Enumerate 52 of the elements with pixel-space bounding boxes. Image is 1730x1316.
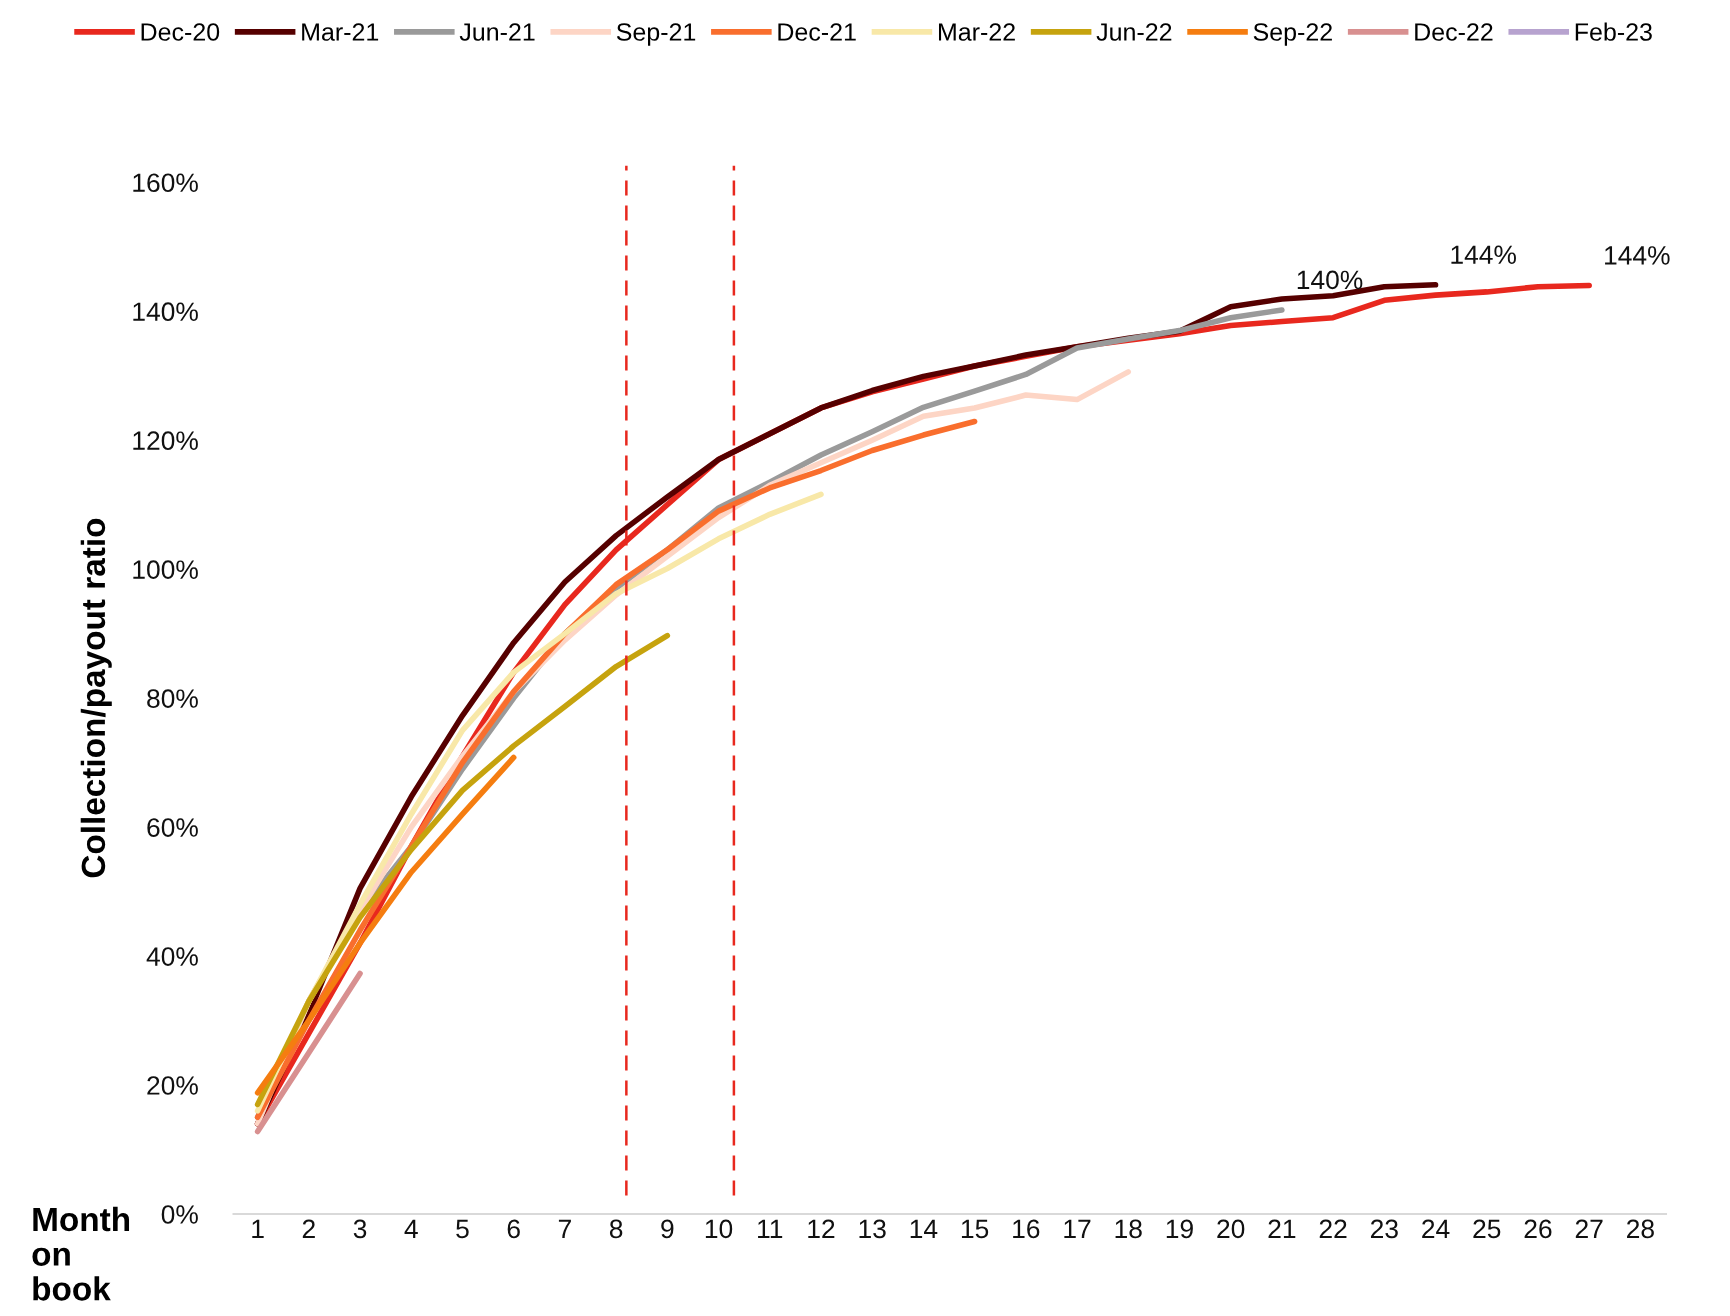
x-tick-label: 14 bbox=[910, 1219, 938, 1238]
x-tick-label: 10 bbox=[705, 1219, 733, 1239]
x-tick-label: 4 bbox=[404, 1219, 418, 1238]
y-tick-label: 80% bbox=[147, 689, 198, 708]
y-tick-label: 120% bbox=[133, 431, 198, 451]
x-tick-label: 9 bbox=[661, 1219, 674, 1239]
y-tick-label: 140% bbox=[133, 302, 198, 322]
x-tick-label: 23 bbox=[1370, 1219, 1398, 1239]
x-tick-label: 6 bbox=[507, 1219, 520, 1239]
annotation: 144% bbox=[1451, 245, 1516, 264]
x-tick-label: 1 bbox=[252, 1219, 264, 1238]
x-tick-label: 18 bbox=[1115, 1219, 1142, 1239]
x-tick-label: 12 bbox=[808, 1219, 835, 1238]
legend-label: Mar-21 bbox=[302, 23, 379, 41]
legend-label: Mar-22 bbox=[938, 23, 1015, 41]
x-tick-label: 15 bbox=[961, 1219, 989, 1239]
y-tick-label: 40% bbox=[146, 947, 198, 966]
x-tick-label: 16 bbox=[1013, 1219, 1040, 1239]
x-tick-label: 2 bbox=[302, 1219, 315, 1238]
x-tick-label: 17 bbox=[1064, 1219, 1091, 1238]
legend-label: Sep-22 bbox=[1253, 23, 1332, 46]
legend-label: Feb-23 bbox=[1575, 22, 1652, 41]
x-axis-title: Month on book bbox=[32, 1206, 130, 1301]
y-tick-label: 0% bbox=[161, 1205, 198, 1224]
legend-label: Dec-20 bbox=[141, 23, 220, 41]
annotation: 144% bbox=[1605, 246, 1670, 265]
x-tick-label: 25 bbox=[1473, 1219, 1501, 1239]
x-tick-label: 27 bbox=[1575, 1219, 1603, 1238]
x-tick-label: 20 bbox=[1217, 1219, 1245, 1239]
y-axis-title: Collection/payout ratio bbox=[80, 518, 112, 878]
y-tick-label: 60% bbox=[147, 818, 198, 837]
y-tick-label: 160% bbox=[133, 173, 198, 193]
x-tick-label: 8 bbox=[609, 1219, 623, 1239]
annotation: 140% bbox=[1297, 270, 1363, 290]
x-tick-label: 22 bbox=[1319, 1219, 1347, 1238]
x-tick-label: 3 bbox=[353, 1219, 367, 1239]
x-tick-label: 24 bbox=[1422, 1219, 1450, 1238]
x-tick-label: 11 bbox=[758, 1219, 783, 1238]
legend-label: Jun-22 bbox=[1096, 23, 1172, 41]
x-tick-label: 28 bbox=[1627, 1219, 1654, 1239]
y-tick-label: 100% bbox=[133, 560, 198, 579]
legend-label: Sep-21 bbox=[616, 23, 696, 46]
x-tick-label: 19 bbox=[1166, 1219, 1193, 1239]
x-tick-label: 5 bbox=[456, 1219, 469, 1239]
x-tick-label: 7 bbox=[558, 1219, 571, 1238]
legend-label: Dec-22 bbox=[1415, 23, 1493, 41]
x-tick-label: 13 bbox=[859, 1219, 886, 1239]
x-tick-label: 21 bbox=[1268, 1219, 1296, 1238]
legend-label: Jun-21 bbox=[459, 23, 535, 41]
y-tick-label: 20% bbox=[147, 1076, 198, 1095]
x-tick-label: 26 bbox=[1524, 1219, 1552, 1239]
legend-label: Dec-21 bbox=[778, 23, 856, 41]
